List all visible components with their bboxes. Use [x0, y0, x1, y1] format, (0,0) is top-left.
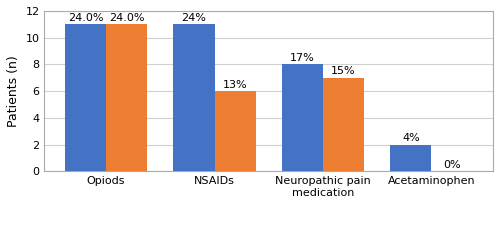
Bar [174, 24, 214, 171]
Text: 0%: 0% [443, 160, 461, 170]
Text: 13%: 13% [223, 79, 248, 89]
Text: 17%: 17% [290, 53, 315, 63]
Bar [214, 91, 256, 171]
Y-axis label: Patients (n): Patients (n) [7, 55, 20, 127]
Text: 15%: 15% [332, 66, 356, 76]
Bar [390, 145, 432, 171]
Text: 4%: 4% [402, 133, 419, 143]
Text: 24.0%: 24.0% [109, 13, 144, 23]
Text: 24.0%: 24.0% [68, 13, 103, 23]
Bar [282, 64, 323, 171]
Bar [106, 24, 148, 171]
Bar [65, 24, 106, 171]
Text: 24%: 24% [182, 13, 206, 23]
Bar [323, 78, 364, 171]
